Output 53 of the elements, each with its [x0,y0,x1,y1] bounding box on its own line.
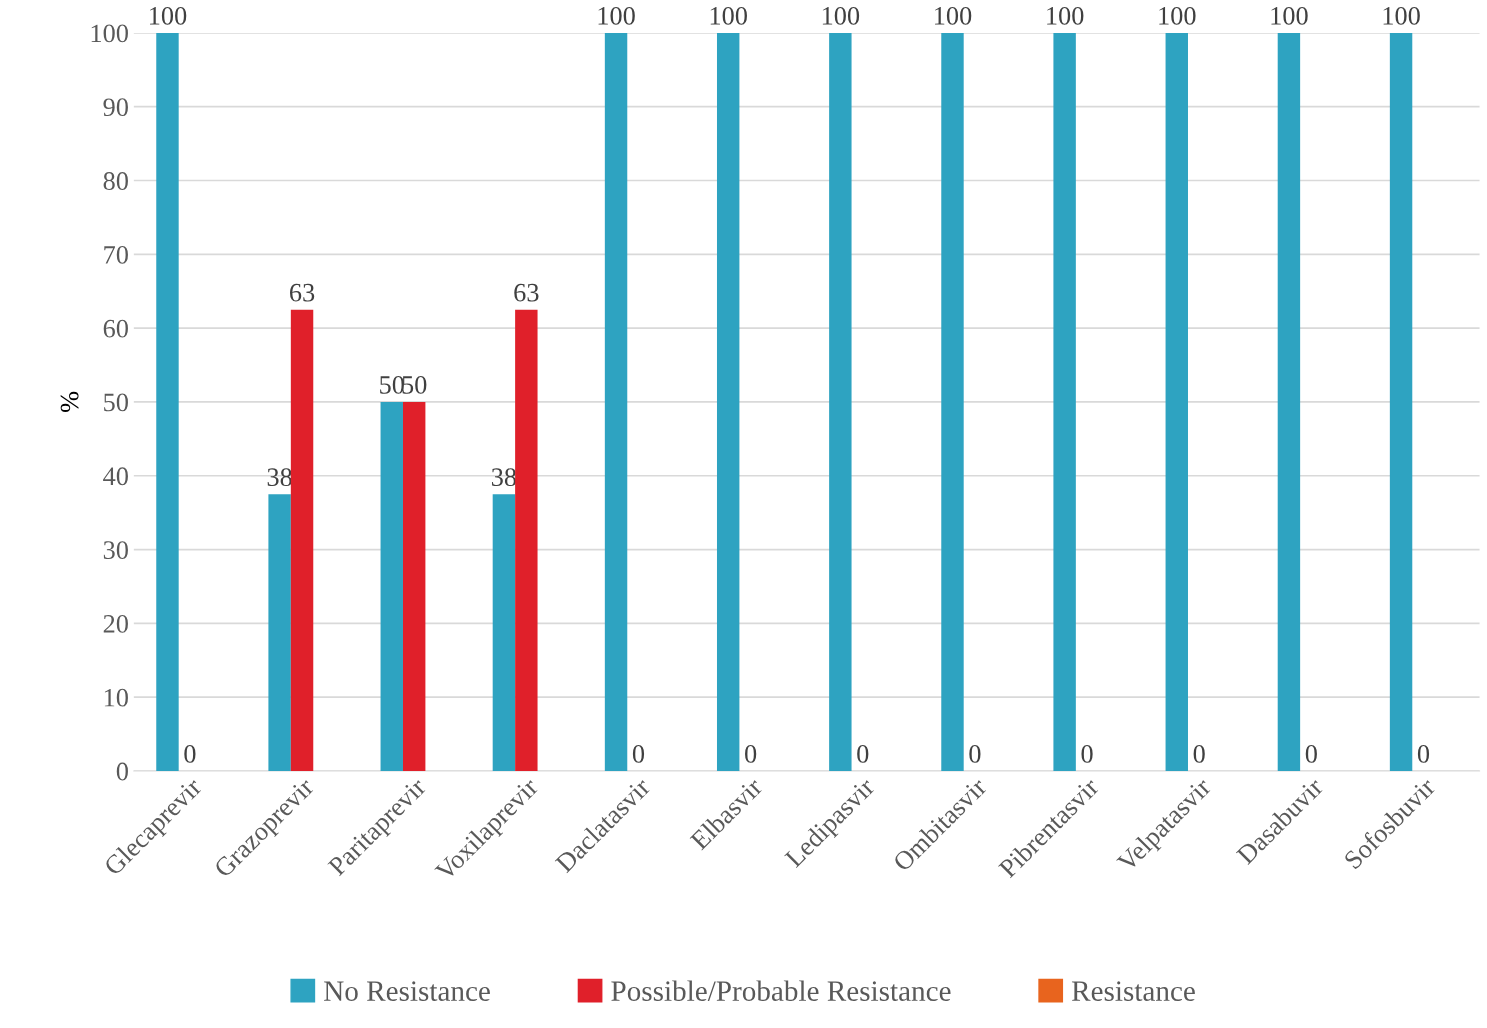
data-label: 63 [289,283,315,302]
bar [492,494,516,771]
data-label: 50 [402,376,427,394]
bar [1165,32,1188,771]
bar [716,32,740,771]
bar [515,309,538,771]
data-label: 0 [969,745,981,763]
data-label: 0 [745,745,757,763]
data-label: 100 [598,6,635,25]
data-label: 0 [1081,745,1093,763]
bar [1277,32,1301,771]
y-tick-label: 40 [103,467,128,486]
y-axis-title: % [60,391,79,413]
y-tick-label: 30 [103,541,128,559]
bar [829,32,852,771]
bar [156,32,179,771]
data-label: 63 [514,283,539,302]
bar [1389,32,1413,771]
y-tick-label: 70 [104,245,128,264]
y-tick-label: 20 [103,614,128,633]
data-label: 0 [184,745,196,763]
data-label: 100 [150,6,187,25]
data-label: 38 [267,468,292,487]
data-label: 0 [857,745,869,763]
bar [290,309,314,771]
bar [941,32,964,771]
data-label: 0 [1193,745,1205,763]
data-label: 100 [1047,6,1084,25]
data-label: 100 [935,6,972,25]
data-label: 100 [822,6,860,25]
bar [604,32,628,771]
bar [1053,32,1076,771]
data-label: 50 [380,376,404,394]
data-label: 0 [632,745,645,763]
legend-label: Possible/Probable Resistance [611,980,951,1001]
bar [402,401,426,771]
y-tick-label: 50 [104,393,128,412]
data-label: 0 [1305,745,1317,763]
legend-label: Resistance [1071,981,1195,1001]
data-label: 0 [1417,745,1430,763]
data-label: 100 [1271,6,1308,25]
bar [268,494,291,771]
y-tick-label: 80 [103,172,128,190]
bar [380,401,403,771]
data-label: 100 [1383,6,1420,25]
y-tick-label: 60 [103,319,128,338]
data-label: 100 [710,6,747,25]
y-tick-label: 90 [103,98,128,117]
y-tick-label: 0 [116,762,128,781]
data-label: 100 [1159,6,1196,25]
y-tick-label: 100 [91,24,128,43]
legend-label: No Resistance [324,981,490,1001]
y-tick-label: 10 [104,688,128,707]
